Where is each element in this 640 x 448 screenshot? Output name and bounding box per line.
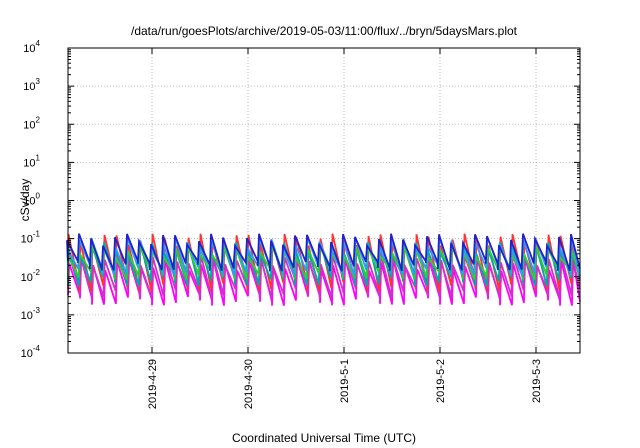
series-line (66, 233, 581, 272)
y-tick-label: 104 (23, 39, 40, 55)
x-axis: 2019-4-29 2019-4-30 2019-5-1 2019-5-2 2019-5… (147, 48, 543, 409)
y-tick-label: 10-1 (21, 230, 41, 246)
x-tick-label: 2019-4-29 (147, 359, 159, 409)
y-tick-label: 10-2 (21, 268, 41, 284)
y-tick-label: 10-3 (21, 306, 41, 322)
y-tick-label: 102 (23, 115, 40, 131)
y-tick-label: 101 (23, 153, 40, 169)
x-tick-label: 2019-5-2 (435, 359, 447, 403)
series-line (67, 258, 581, 306)
chart-title: /data/run/goesPlots/archive/2019-05-03/1… (131, 24, 518, 38)
y-axis-label: cSv/day (18, 179, 32, 222)
y-tick-label: 100 (23, 192, 40, 208)
y-axis: 10-4 10-3 10-2 10-1 100 101 102 103 104 (21, 39, 580, 360)
series-group (66, 233, 581, 306)
y-tick-label: 103 (23, 77, 40, 93)
x-tick-label: 2019-5-3 (531, 359, 543, 403)
x-axis-label: Coordinated Universal Time (UTC) (232, 431, 416, 445)
x-tick-label: 2019-5-1 (339, 359, 351, 403)
grid (68, 47, 580, 354)
x-tick-label: 2019-4-30 (243, 359, 255, 409)
y-tick-label: 10-4 (21, 344, 41, 360)
